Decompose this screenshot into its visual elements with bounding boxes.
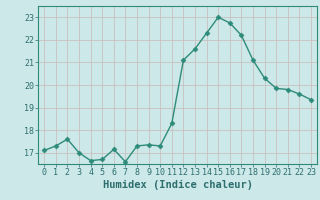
X-axis label: Humidex (Indice chaleur): Humidex (Indice chaleur) [103,180,252,190]
